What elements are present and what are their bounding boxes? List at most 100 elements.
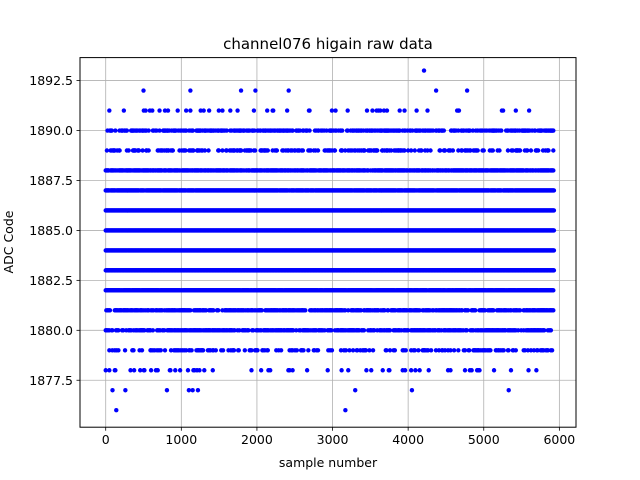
data-point — [315, 348, 321, 353]
data-point — [210, 368, 215, 373]
data-point — [433, 348, 439, 353]
data-point — [369, 368, 374, 373]
data-point — [516, 328, 521, 333]
data-point — [462, 348, 468, 353]
data-point — [456, 348, 461, 353]
data-point — [278, 348, 284, 353]
data-point — [329, 328, 334, 333]
data-point — [116, 348, 121, 353]
data-point — [442, 348, 448, 353]
data-point — [306, 348, 311, 353]
data-point — [107, 308, 113, 313]
data-point — [451, 348, 457, 353]
data-point — [237, 328, 242, 333]
data-point — [197, 368, 202, 373]
data-point — [528, 348, 534, 353]
data-point — [113, 368, 118, 373]
data-point — [107, 368, 112, 373]
data-point — [107, 348, 112, 353]
data-point — [417, 368, 422, 373]
data-point — [535, 348, 540, 353]
data-point — [551, 228, 557, 233]
data-point — [387, 368, 392, 373]
data-point — [408, 368, 414, 373]
data-point — [464, 328, 470, 333]
data-point — [258, 368, 264, 373]
data-point — [338, 348, 344, 353]
data-point — [168, 368, 173, 373]
data-point — [131, 348, 136, 353]
data-point — [361, 328, 367, 333]
data-point — [173, 368, 178, 373]
data-point — [467, 348, 472, 353]
data-point — [339, 368, 344, 373]
data-point — [534, 368, 539, 373]
data-point — [384, 348, 389, 353]
data-point — [402, 368, 408, 373]
data-point — [465, 308, 471, 313]
data-point — [551, 268, 557, 273]
data-point — [413, 368, 418, 373]
data-point — [220, 348, 226, 353]
data-point — [137, 368, 143, 373]
data-point — [211, 308, 216, 313]
data-point — [491, 368, 497, 373]
data-point — [392, 348, 398, 353]
data-point — [303, 308, 308, 313]
data-point — [148, 368, 154, 373]
data-point — [548, 328, 554, 333]
data-point — [347, 348, 352, 353]
data-point — [506, 348, 511, 353]
data-point — [428, 348, 434, 353]
data-point — [259, 308, 264, 313]
data-point — [294, 328, 299, 333]
data-point — [363, 348, 368, 353]
data-point — [168, 348, 174, 353]
data-point — [501, 348, 506, 353]
data-point — [183, 348, 189, 353]
data-point — [202, 368, 207, 373]
data-point — [255, 348, 260, 353]
data-point — [545, 348, 551, 353]
data-point — [116, 328, 121, 333]
data-point — [139, 348, 145, 353]
data-point — [236, 348, 241, 353]
data-point — [522, 348, 528, 353]
data-point — [251, 328, 256, 333]
data-point — [346, 368, 351, 373]
data-point — [426, 368, 431, 373]
data-point — [372, 328, 377, 333]
data-point — [322, 328, 327, 333]
data-point — [304, 368, 310, 373]
data-point — [131, 368, 137, 373]
data-point — [329, 348, 335, 353]
data-point — [387, 328, 393, 333]
data-point — [551, 308, 556, 313]
data-point — [242, 348, 248, 353]
data-point — [265, 348, 271, 353]
data-point — [412, 348, 417, 353]
data-point — [231, 348, 237, 353]
data-point — [162, 348, 168, 353]
data-point — [291, 328, 296, 333]
data-point — [128, 368, 133, 373]
data-point — [477, 368, 482, 373]
data-point — [364, 368, 369, 373]
data-point — [380, 368, 385, 373]
data-point — [350, 348, 356, 353]
data-point — [531, 348, 537, 353]
data-point — [382, 308, 387, 313]
data-point — [216, 308, 221, 313]
data-point — [110, 328, 115, 333]
data-point — [249, 348, 254, 353]
data-point — [142, 368, 147, 373]
data-point — [343, 308, 348, 313]
data-point — [158, 348, 163, 353]
data-point — [367, 348, 372, 353]
data-point — [551, 248, 557, 253]
data-point — [488, 348, 493, 353]
data-point — [385, 308, 391, 313]
data-point — [526, 368, 531, 373]
data-point — [343, 348, 349, 353]
